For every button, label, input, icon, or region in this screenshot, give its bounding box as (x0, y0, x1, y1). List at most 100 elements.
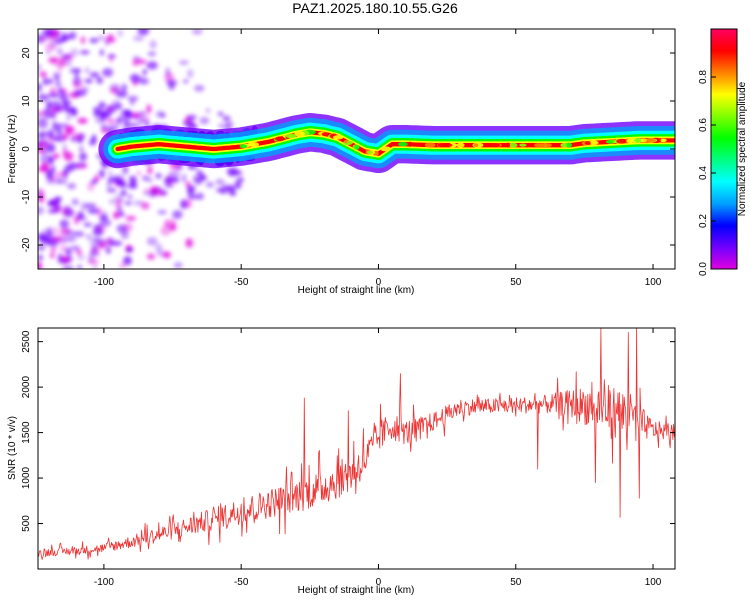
noise-blob (186, 68, 194, 79)
noise-blob (63, 208, 75, 218)
snr-x-axis-label: Height of straight line (km) (298, 585, 415, 596)
noise-blob (83, 222, 93, 227)
noise-blob (155, 172, 162, 179)
ridge-spot (616, 138, 627, 144)
noise-blob (115, 104, 123, 110)
noise-blob (117, 205, 123, 215)
noise-blob (69, 68, 80, 74)
noise-blob (38, 113, 48, 123)
ridge-spot (247, 142, 256, 147)
noise-blob (186, 188, 195, 194)
noise-blob (38, 244, 46, 252)
ridge-spot (464, 143, 472, 148)
snr-y-ticks: 500 1000 1500 2000 2500 (21, 330, 675, 532)
y-tick-label: -10 (21, 189, 32, 204)
noise-blob (147, 176, 153, 184)
noise-blob (149, 40, 157, 49)
noise-blob (43, 77, 49, 86)
noise-blob (38, 93, 49, 102)
x-tick-label: -50 (234, 577, 249, 588)
noise-blob (98, 215, 108, 220)
x-tick-label: 0 (376, 277, 382, 288)
noise-blob (65, 53, 74, 62)
noise-blob (38, 187, 45, 197)
noise-blob (109, 198, 115, 205)
noise-blob (125, 246, 134, 253)
noise-blob (168, 80, 176, 91)
noise-blob (87, 259, 99, 265)
noise-blob (90, 179, 98, 185)
ridge-spot (274, 136, 285, 142)
noise-blob (100, 123, 108, 131)
noise-blob (132, 55, 141, 61)
noise-blob (94, 109, 102, 117)
noise-blob (64, 249, 73, 255)
ridge-spot (519, 143, 527, 147)
ridge-spot (635, 137, 641, 144)
noise-blob (54, 171, 65, 178)
noise-blob (205, 108, 211, 113)
noise-blob (61, 36, 68, 42)
noise-blob (120, 189, 127, 197)
noise-blob (192, 175, 199, 182)
colorbar: 0.0 0.2 0.4 0.6 0.8 Normalized spectral ampl… (698, 28, 748, 276)
noise-blob (57, 47, 63, 56)
noise-blob (48, 155, 55, 165)
ridge-spot (354, 144, 360, 150)
noise-blob (221, 123, 232, 130)
noise-blob (44, 50, 52, 55)
noise-blob (105, 105, 117, 114)
y-tick-label: 500 (21, 515, 32, 532)
noise-blob (110, 240, 123, 246)
noise-blob (59, 92, 69, 103)
noise-blob (77, 117, 88, 124)
noise-blob (143, 191, 149, 195)
noise-blob (97, 34, 105, 41)
noise-blob (77, 264, 82, 269)
noise-blob (185, 199, 192, 209)
noise-blob (39, 71, 48, 78)
noise-blob (155, 110, 165, 118)
ridge-spot (374, 151, 379, 156)
colorbar-gradient (710, 28, 738, 270)
noise-blob (121, 83, 127, 92)
x-tick-label: 50 (510, 577, 522, 588)
noise-blob (215, 178, 225, 185)
noise-blob (38, 194, 45, 204)
noise-blob (168, 170, 181, 178)
noise-blob (71, 198, 79, 206)
y-tick-label: 10 (21, 95, 32, 107)
ridge-spot (407, 141, 413, 147)
noise-blob (100, 169, 105, 179)
noise-blob (127, 95, 139, 102)
noise-blob (73, 230, 85, 237)
ridge-spot (508, 142, 518, 148)
noise-blob (157, 210, 167, 215)
noise-blob (98, 241, 107, 250)
noise-blob (79, 50, 90, 55)
noise-blob (89, 240, 100, 248)
x-tick-label: -50 (234, 277, 249, 288)
noise-blob (146, 253, 156, 260)
noise-blob (89, 251, 101, 257)
snr-y-axis-label: SNR (10 * v/v) (7, 416, 18, 480)
noise-blob (54, 81, 62, 87)
noise-blob (82, 85, 89, 94)
noise-blob (133, 200, 145, 206)
noise-blob (73, 81, 84, 92)
x-tick-label: -100 (94, 277, 114, 288)
noise-blob (84, 67, 90, 74)
noise-blob (70, 245, 81, 251)
noise-blob (64, 229, 76, 238)
noise-blob (185, 238, 194, 248)
noise-blob (92, 244, 98, 251)
ridge-spot (367, 150, 374, 154)
noise-blob (105, 118, 116, 123)
noise-blob (124, 184, 130, 189)
noise-blob (115, 179, 126, 185)
ridge-spot (505, 142, 511, 148)
noise-blob (61, 134, 69, 140)
noise-blob (52, 120, 57, 130)
noise-blob (106, 188, 117, 193)
